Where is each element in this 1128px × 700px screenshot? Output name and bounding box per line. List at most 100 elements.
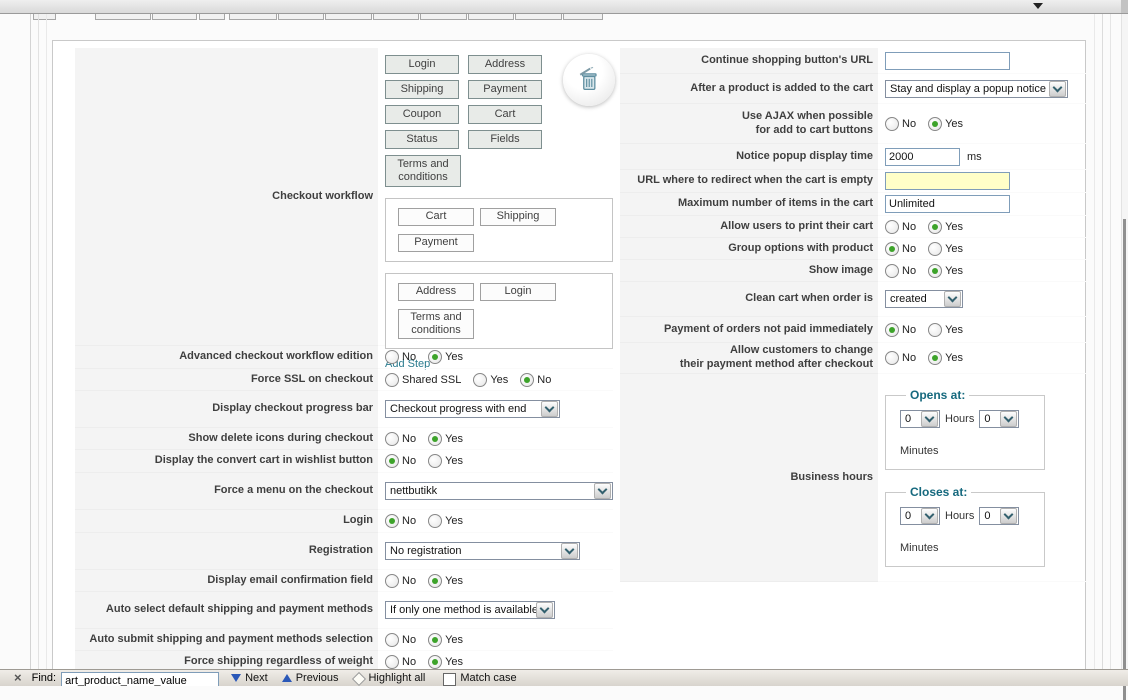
step-block-address[interactable]: Address (398, 283, 474, 301)
continue-shopping-url-input[interactable] (885, 51, 1010, 70)
step-block-cart[interactable]: Cart (398, 208, 474, 226)
tab-remnant[interactable] (515, 14, 562, 20)
palette-button-address[interactable]: Address (468, 55, 542, 74)
frame-line (1094, 14, 1095, 672)
palette-button-login[interactable]: Login (385, 55, 459, 74)
radio-label: No (402, 515, 417, 527)
radio-yes[interactable] (428, 514, 443, 528)
close-icon[interactable]: × (14, 670, 22, 685)
closes-hour-select[interactable]: 0 (900, 507, 940, 525)
radio-no[interactable] (885, 322, 899, 337)
radio-yes[interactable] (473, 372, 488, 387)
radio-no[interactable] (385, 654, 399, 669)
tab-remnant[interactable] (278, 14, 324, 20)
find-previous-button[interactable]: Previous (295, 672, 339, 684)
radio-no[interactable] (385, 632, 399, 647)
radio-no[interactable] (885, 263, 899, 278)
radio-yes[interactable] (928, 116, 943, 131)
max-items-input[interactable] (885, 195, 1010, 213)
opens-hour-select[interactable]: 0 (900, 410, 940, 428)
find-input[interactable] (61, 672, 220, 686)
palette-button-cart[interactable]: Cart (468, 105, 542, 124)
progress-bar-select[interactable]: Checkout progress with end (385, 400, 560, 418)
step-block-terms[interactable]: Terms and conditions (398, 309, 474, 340)
radio-yes[interactable] (428, 632, 443, 647)
radio-no[interactable] (885, 116, 899, 131)
row-force-ssl: Force SSL on checkout Shared SSL Yes No (75, 369, 613, 391)
workflow-palette: Login Address Shipping Payment Coupon Ca… (385, 55, 547, 187)
tab-remnant[interactable] (325, 14, 372, 20)
tab-remnant[interactable] (468, 14, 514, 20)
radio-yes[interactable] (928, 219, 943, 234)
radio-label: Shared SSL (402, 373, 462, 386)
registration-select[interactable]: No registration (385, 542, 580, 560)
radio-no[interactable] (385, 454, 399, 468)
radio-yes[interactable] (428, 431, 443, 446)
row-change-payment-method: Allow customers to change their payment m… (620, 343, 1086, 374)
tab-remnant[interactable] (152, 14, 197, 20)
highlight-all-button[interactable]: Highlight all (368, 672, 426, 684)
palette-button-coupon[interactable]: Coupon (385, 105, 459, 124)
find-next-button[interactable]: Next (245, 672, 268, 684)
redirect-empty-cart-input[interactable] (885, 172, 1010, 190)
radio-no[interactable] (520, 372, 535, 387)
setting-label: Force SSL on checkout (75, 369, 378, 391)
palette-button-payment[interactable]: Payment (468, 80, 542, 99)
closes-at-fieldset: Closes at: 0 Hours 0 Minutes (885, 485, 1045, 567)
after-product-added-select[interactable]: Stay and display a popup notice (885, 79, 1068, 98)
radio-yes[interactable] (928, 322, 943, 337)
clean-cart-select[interactable]: created (885, 290, 963, 308)
palette-button-status[interactable]: Status (385, 130, 459, 149)
palette-button-fields[interactable]: Fields (468, 130, 542, 149)
radio-no[interactable] (885, 351, 899, 365)
frame-line (1102, 14, 1103, 672)
auto-select-methods-select[interactable]: If only one method is available (385, 601, 555, 619)
chevron-down-icon[interactable] (1033, 3, 1043, 9)
radio-shared-ssl[interactable] (385, 372, 399, 387)
palette-button-terms[interactable]: Terms and conditions (385, 155, 461, 187)
radio-no[interactable] (385, 350, 399, 364)
tab-remnant[interactable] (420, 14, 467, 20)
notice-popup-time-input[interactable] (885, 147, 960, 166)
opens-minute-select[interactable]: 0 (979, 410, 1020, 428)
radio-yes[interactable] (428, 454, 443, 468)
radio-no[interactable] (385, 431, 399, 446)
trash-icon[interactable] (563, 54, 615, 106)
chevron-down-icon (594, 483, 611, 499)
palette-button-shipping[interactable]: Shipping (385, 80, 459, 99)
tab-remnant[interactable] (563, 14, 603, 20)
vertical-scrollbar[interactable] (1121, 14, 1128, 700)
closes-minute-select[interactable]: 0 (979, 507, 1020, 525)
setting-label: Auto submit shipping and payment methods… (75, 629, 378, 651)
radio-yes[interactable] (928, 351, 943, 365)
step-block-login[interactable]: Login (480, 283, 556, 301)
radio-yes[interactable] (428, 350, 443, 364)
radio-label: Yes (445, 633, 464, 646)
setting-label: Login (75, 510, 378, 533)
row-auto-select-methods: Auto select default shipping and payment… (75, 592, 613, 629)
select-value: 0 (984, 510, 991, 522)
closes-at-legend: Closes at: (910, 485, 968, 499)
step-block-shipping[interactable]: Shipping (480, 208, 556, 226)
tab-remnant[interactable] (373, 14, 419, 20)
setting-label: Continue shopping button's URL (620, 48, 878, 74)
tab-remnant[interactable] (33, 14, 56, 20)
tab-remnant[interactable] (95, 14, 151, 20)
radio-yes[interactable] (928, 263, 943, 278)
radio-yes[interactable] (928, 241, 943, 256)
radio-yes[interactable] (428, 573, 443, 588)
scrollbar-thumb[interactable] (1123, 219, 1126, 700)
tab-remnant[interactable] (229, 14, 277, 20)
row-redirect-empty-cart: URL where to redirect when the cart is e… (620, 170, 1086, 193)
step-block-payment[interactable]: Payment (398, 234, 474, 252)
radio-no[interactable] (385, 514, 399, 528)
force-menu-select[interactable]: nettbutikk (385, 482, 613, 500)
radio-no[interactable] (885, 219, 899, 234)
minutes-label: Minutes (900, 445, 939, 457)
radio-no[interactable] (885, 241, 899, 256)
match-case-checkbox[interactable] (443, 673, 457, 686)
radio-no[interactable] (385, 573, 399, 588)
tab-remnant[interactable] (199, 14, 225, 20)
row-email-confirmation: Display email confirmation field No Yes (75, 570, 613, 592)
radio-yes[interactable] (428, 654, 443, 669)
